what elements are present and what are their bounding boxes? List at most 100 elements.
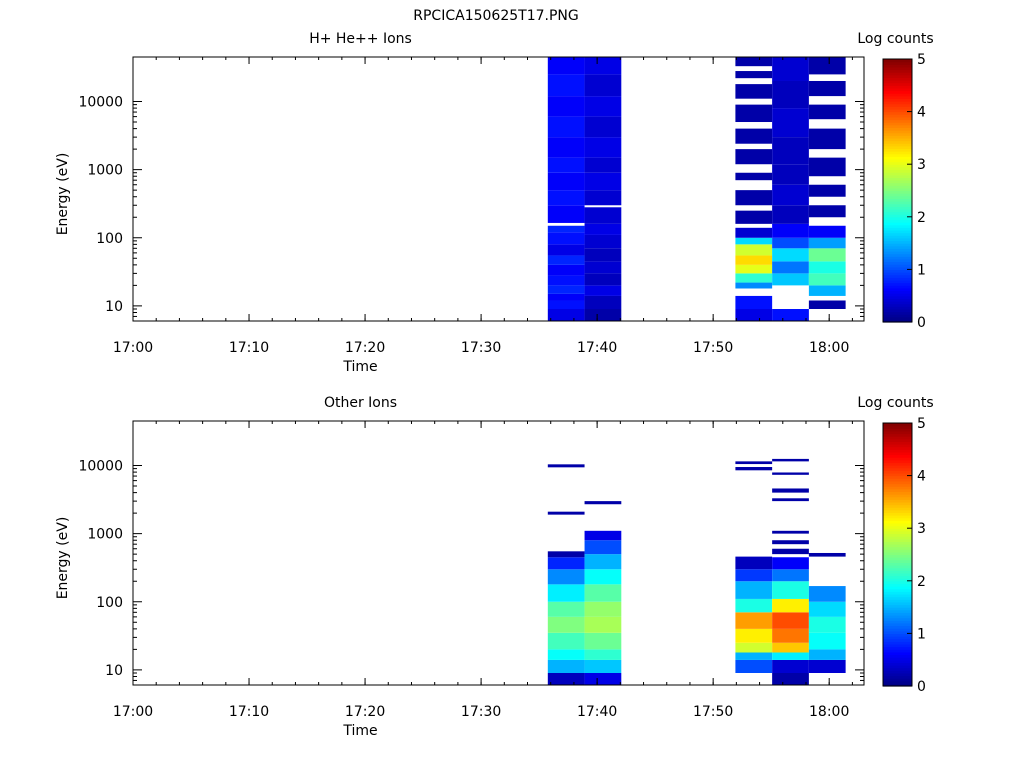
colorbar-segment <box>883 554 912 558</box>
colorbar-tick-label: 0 <box>917 679 926 695</box>
colorbar-segment <box>883 237 912 242</box>
colorbar: 0 1 2 3 4 5 Log counts <box>857 395 933 695</box>
colorbar-segment <box>883 69 912 73</box>
colorbar-segment <box>883 559 912 563</box>
colorbar-segment <box>883 496 912 500</box>
heatmap-cell <box>735 581 773 599</box>
colorbar-segment <box>883 103 912 107</box>
colorbar-segment <box>883 261 912 265</box>
heatmap-cell <box>735 84 773 99</box>
heatmap-cell <box>772 472 809 475</box>
colorbar-segment <box>883 557 912 561</box>
y-axis-label: Energy (eV) <box>55 153 71 236</box>
colorbar-segment <box>883 303 912 307</box>
heatmap-cell <box>808 285 846 296</box>
heatmap-cell <box>808 104 846 120</box>
heatmap-cell <box>547 157 585 173</box>
heatmap-cell <box>735 598 773 613</box>
colorbar-segment <box>883 651 912 656</box>
heatmap-cell <box>772 223 809 238</box>
colorbar-segment <box>883 430 912 435</box>
heatmap-cell <box>808 205 846 218</box>
colorbar-segment <box>883 282 912 286</box>
colorbar-segment <box>883 243 912 247</box>
x-tick-label: 17:00 <box>113 704 153 720</box>
colorbar-segment <box>883 316 912 320</box>
colorbar-segment <box>883 158 912 163</box>
colorbar-segment <box>883 295 912 299</box>
heatmap-cell <box>808 237 846 249</box>
colorbar-segment <box>883 293 912 297</box>
panels: 17:00 17:10 17:20 17:30 17:40 17:50 18:0010100… <box>55 31 934 739</box>
heatmap-cell <box>735 556 773 570</box>
colorbar-segment <box>883 187 912 192</box>
heatmap-cell <box>772 458 809 462</box>
colorbar-segment <box>883 208 912 213</box>
colorbar-segment <box>883 649 912 653</box>
colorbar-segment <box>883 562 912 566</box>
heatmap-cell <box>584 632 622 650</box>
colorbar-segment <box>883 454 912 458</box>
colorbar-segment <box>883 216 912 221</box>
colorbar-segment <box>883 609 912 613</box>
colorbar-segment <box>883 446 912 450</box>
colorbar-segment <box>883 536 912 540</box>
colorbar-tick-label: 5 <box>917 52 926 68</box>
colorbar-segment <box>883 533 912 537</box>
colorbar-segment <box>883 628 912 632</box>
heatmap-cell <box>735 467 773 471</box>
colorbar-segment <box>883 672 912 677</box>
colorbar-segment <box>883 127 912 131</box>
colorbar-tick-label: 2 <box>917 210 926 226</box>
x-tick-label: 17:40 <box>577 340 617 356</box>
colorbar-segment <box>883 546 912 550</box>
heatmap-cell <box>547 205 585 223</box>
colorbar-segment <box>883 135 912 139</box>
colorbar-segment <box>883 441 912 445</box>
heatmap-cell <box>735 244 773 256</box>
colorbar-segment <box>883 248 912 252</box>
colorbar-segment <box>883 683 912 687</box>
panel-title: Other Ions <box>324 395 397 411</box>
colorbar-segment <box>883 161 912 165</box>
colorbar-segment <box>883 475 912 479</box>
heatmap-cell <box>772 557 809 570</box>
colorbar-segment <box>883 586 912 590</box>
colorbar-tick-label: 2 <box>917 574 926 590</box>
heatmap-cell <box>772 530 809 534</box>
heatmap-cell <box>584 540 622 555</box>
colorbar-segment <box>883 130 912 134</box>
colorbar-segment <box>883 269 912 273</box>
heatmap-cell <box>547 244 585 256</box>
colorbar-segment <box>883 90 912 94</box>
heatmap-cell <box>808 248 846 262</box>
heatmap-cell <box>584 554 622 570</box>
heatmap-cell <box>735 461 773 465</box>
heatmap-cell <box>808 225 846 238</box>
colorbar-segment <box>883 219 912 223</box>
heatmap-cell <box>547 137 585 158</box>
colorbar-segment <box>883 287 912 292</box>
colorbar-segment <box>883 85 912 89</box>
colorbar-segment <box>883 314 912 318</box>
x-tick-label: 17:20 <box>345 340 385 356</box>
heatmap-cell <box>772 273 809 286</box>
x-tick-label: 17:30 <box>461 340 501 356</box>
heatmap-cell <box>584 659 622 673</box>
figure-title: RPCICA150625T17.PNG <box>413 8 578 24</box>
heatmap-cell <box>772 598 809 613</box>
colorbar-segment <box>883 670 912 674</box>
colorbar-segment <box>883 169 912 173</box>
heatmap-cell <box>772 184 809 206</box>
heatmap-cell <box>808 659 846 673</box>
colorbar-tick-label: 4 <box>917 469 926 485</box>
heatmap-cell <box>584 309 622 321</box>
colorbar-segment <box>883 93 912 97</box>
colorbar-segment <box>883 235 912 239</box>
colorbar-segment <box>883 465 912 469</box>
colorbar-segment <box>883 279 912 284</box>
heatmap-cells <box>547 57 846 321</box>
colorbar-segment <box>883 549 912 553</box>
heatmap-cell <box>584 234 622 249</box>
